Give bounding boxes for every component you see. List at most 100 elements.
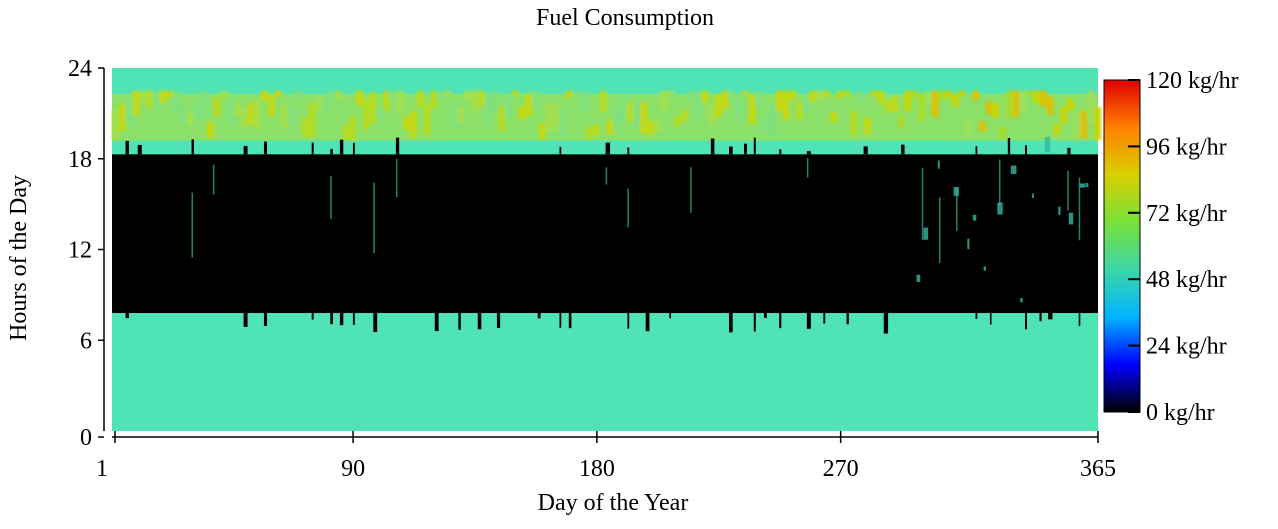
streak <box>998 159 1001 206</box>
texture-cell <box>1053 124 1061 135</box>
texture-cell <box>179 105 187 124</box>
edge-spike <box>496 313 501 329</box>
texture-cell <box>281 105 289 129</box>
texture-cell <box>606 120 614 135</box>
chart-title: Fuel Consumption <box>536 5 714 31</box>
patch <box>1058 206 1061 215</box>
texture-cell <box>233 103 242 117</box>
texture-cell <box>775 90 783 111</box>
texture-cell <box>1032 90 1041 103</box>
texture-cell <box>965 121 973 137</box>
edge-spike <box>330 313 333 325</box>
texture-cell <box>863 117 871 135</box>
x-axis-label: Day of the Year <box>538 490 689 516</box>
streak <box>627 188 629 228</box>
edge-spike <box>806 151 811 155</box>
edge-spike <box>975 313 978 319</box>
heatmap-band-4 <box>112 68 1098 94</box>
edge-spike <box>883 313 889 334</box>
edge-spike <box>729 146 733 155</box>
edge-spike <box>605 142 611 155</box>
edge-spike <box>779 313 782 329</box>
texture-cell <box>735 99 743 121</box>
y-axis-label: Hours of the Day <box>6 175 32 341</box>
edge-spike <box>559 313 562 328</box>
edge-spike <box>339 313 344 326</box>
edge-spike <box>477 313 482 330</box>
streak <box>1067 170 1069 211</box>
texture-cell <box>369 92 377 124</box>
texture-cell <box>768 104 777 136</box>
edge-spike <box>710 138 715 155</box>
edge-spike <box>458 313 461 330</box>
texture-cell <box>572 90 580 96</box>
texture-cell <box>884 101 892 113</box>
patch <box>997 202 1003 215</box>
texture-cell <box>193 104 201 121</box>
texture-cell <box>978 121 987 132</box>
x-ticks: 1 90 180 270 365 <box>96 431 1116 482</box>
x-tick-label: 270 <box>823 456 859 482</box>
texture-cell <box>132 90 140 116</box>
streak <box>1078 177 1081 241</box>
texture-cell <box>829 112 838 122</box>
texture-cell <box>538 123 546 140</box>
texture-cell <box>294 90 303 100</box>
texture-cell <box>152 90 160 109</box>
edge-spike <box>330 149 333 155</box>
streak <box>212 164 215 195</box>
colorbar-ticks: 0 kg/hr 24 kg/hr 48 kg/hr 72 kg/hr 96 kg/hr 1… <box>1128 68 1239 426</box>
texture-cell <box>484 93 492 126</box>
texture-cell <box>762 116 770 131</box>
patch <box>953 187 959 196</box>
texture-cell <box>328 90 336 100</box>
texture-cell <box>660 90 668 111</box>
texture-cell <box>145 90 154 108</box>
texture-cell <box>213 97 221 117</box>
edge-spike <box>753 313 756 332</box>
texture-cell <box>403 116 411 131</box>
texture-cell <box>416 90 425 108</box>
edge-spike <box>243 145 248 155</box>
texture-cell <box>545 104 553 132</box>
texture-cell <box>850 110 858 136</box>
edge-spike <box>806 313 811 329</box>
patch <box>1020 297 1023 303</box>
texture-cell <box>897 114 905 129</box>
texture-cell <box>999 127 1007 139</box>
colorbar-tick-label: 0 kg/hr <box>1146 400 1215 426</box>
texture-cell <box>646 120 655 135</box>
texture-cell <box>823 90 831 98</box>
texture-cell <box>1012 90 1020 117</box>
texture-cell <box>640 101 648 134</box>
streak <box>939 197 941 264</box>
texture-cell <box>707 105 716 125</box>
edge-spike <box>263 141 268 155</box>
texture-cell <box>267 95 276 117</box>
texture-cell <box>1005 90 1014 119</box>
edge-spike <box>901 144 905 155</box>
patch <box>1010 165 1017 175</box>
texture-cell <box>220 90 228 98</box>
texture-cell <box>1087 90 1095 122</box>
patch <box>1044 136 1051 153</box>
streak <box>605 167 608 185</box>
texture-cell <box>511 90 519 97</box>
texture-cell <box>809 90 817 103</box>
colorbar-tick-label: 96 kg/hr <box>1146 134 1227 160</box>
edge-spike <box>645 313 650 332</box>
texture-cell <box>362 99 370 130</box>
edge-spike <box>627 313 630 329</box>
edge-spike <box>669 313 672 319</box>
patch <box>937 160 940 169</box>
streak <box>395 158 398 198</box>
edge-spike <box>823 313 826 324</box>
texture-cell <box>755 90 763 106</box>
texture-cell <box>172 90 181 114</box>
texture-cell <box>382 90 391 111</box>
edge-spike <box>1078 313 1081 327</box>
texture-cell <box>626 102 634 122</box>
texture-cell <box>1066 98 1075 111</box>
texture-cell <box>877 90 885 105</box>
patch <box>983 266 986 271</box>
